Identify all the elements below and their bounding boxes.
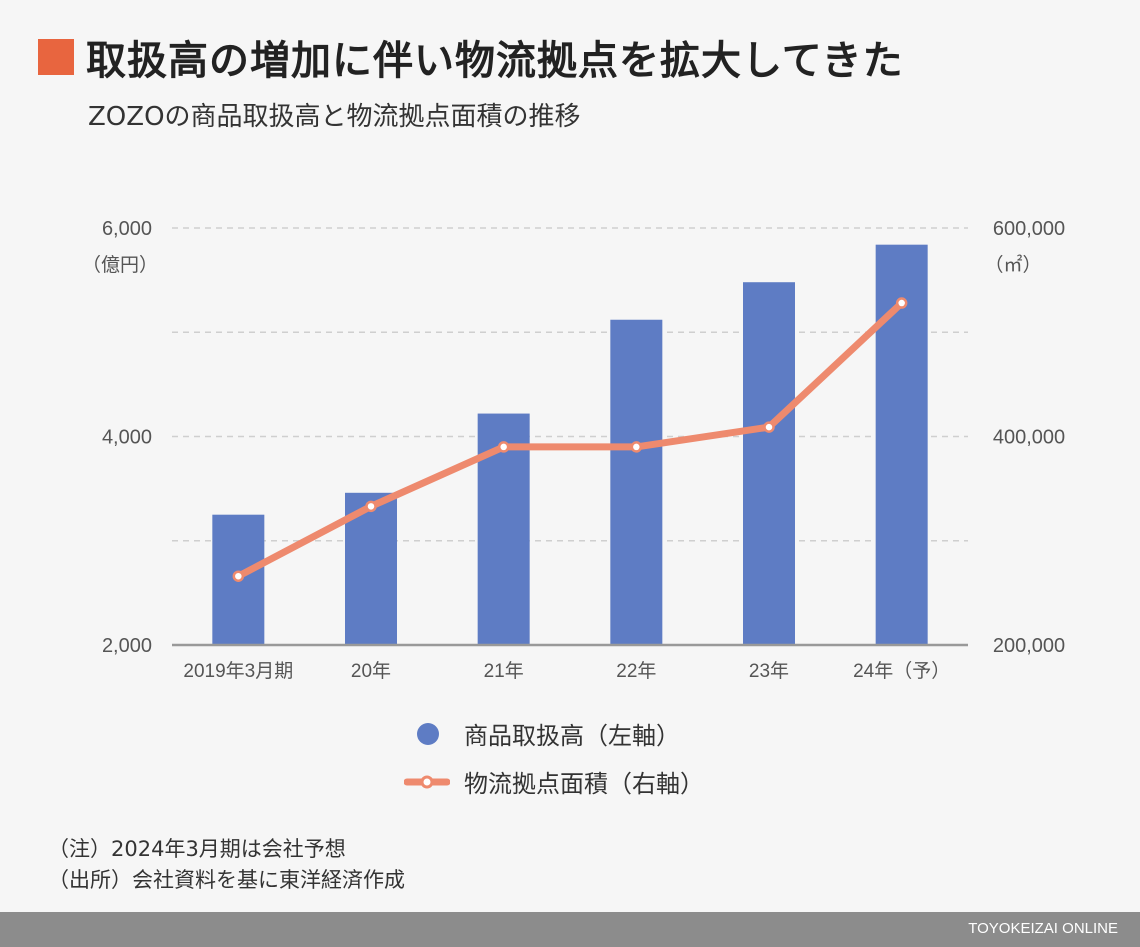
legend-bar-marker	[417, 722, 439, 745]
line-series	[234, 299, 906, 580]
source-text: （出所）会社資料を基に東洋経済作成	[48, 868, 405, 892]
chart-title: 取扱高の増加に伴い物流拠点を拡大してきた	[86, 38, 904, 84]
x-tick-label: 21年	[484, 660, 524, 682]
line-point	[497, 441, 510, 453]
x-tick-label: 20年	[351, 660, 391, 682]
title-marker	[38, 39, 74, 75]
bar	[610, 319, 663, 645]
notes: （注）2024年3月期は会社予想 （出所）会社資料を基に東洋経済作成	[48, 834, 405, 896]
y-left-tick-label: 4,000	[102, 427, 152, 449]
y-right-tick-label: 200,000	[993, 635, 1065, 657]
chart-subtitle: ZOZOの商品取扱高と物流拠点面積の推移	[88, 102, 581, 132]
line-point	[365, 500, 377, 513]
x-tick-label: 24年（予）	[853, 660, 950, 682]
footer-bar: TOYOKEIZAI ONLINE	[0, 912, 1140, 947]
y-left-tick-label: 6,000	[102, 218, 152, 240]
line-point	[630, 441, 643, 453]
y-right-unit: （㎡）	[984, 253, 1041, 276]
line-point	[763, 421, 775, 433]
y-left-unit: （億円）	[82, 254, 158, 276]
y-right-tick-label: 600,000	[993, 218, 1065, 240]
legend-line-label: 物流拠点面積（右軸）	[464, 770, 704, 798]
x-tick-label: 22年	[616, 660, 656, 682]
y-right-tick-label: 400,000	[993, 427, 1065, 449]
bar	[875, 244, 928, 645]
combo-chart: 2,000 4,000 6,000 （億円） 200,000 400,000 600,000…	[82, 218, 1065, 682]
y-left-tick-label: 2,000	[102, 635, 152, 657]
legend-bar: 商品取扱高（左軸）	[414, 716, 680, 751]
legend-line: 物流拠点面積（右軸）	[404, 764, 704, 799]
legend-bar-label: 商品取扱高（左軸）	[464, 722, 680, 750]
line-point	[232, 570, 245, 582]
legend-line-marker	[404, 775, 450, 788]
x-tick-label: 2019年3月期	[183, 660, 293, 682]
line-point	[895, 297, 908, 309]
footer-brand: TOYOKEIZAI ONLINE	[968, 920, 1118, 937]
x-tick-label: 23年	[749, 660, 789, 682]
note-text: （注）2024年3月期は会社予想	[48, 837, 346, 861]
bar	[743, 282, 795, 645]
chart-header: 取扱高の増加に伴い物流拠点を拡大してきた	[38, 28, 904, 86]
